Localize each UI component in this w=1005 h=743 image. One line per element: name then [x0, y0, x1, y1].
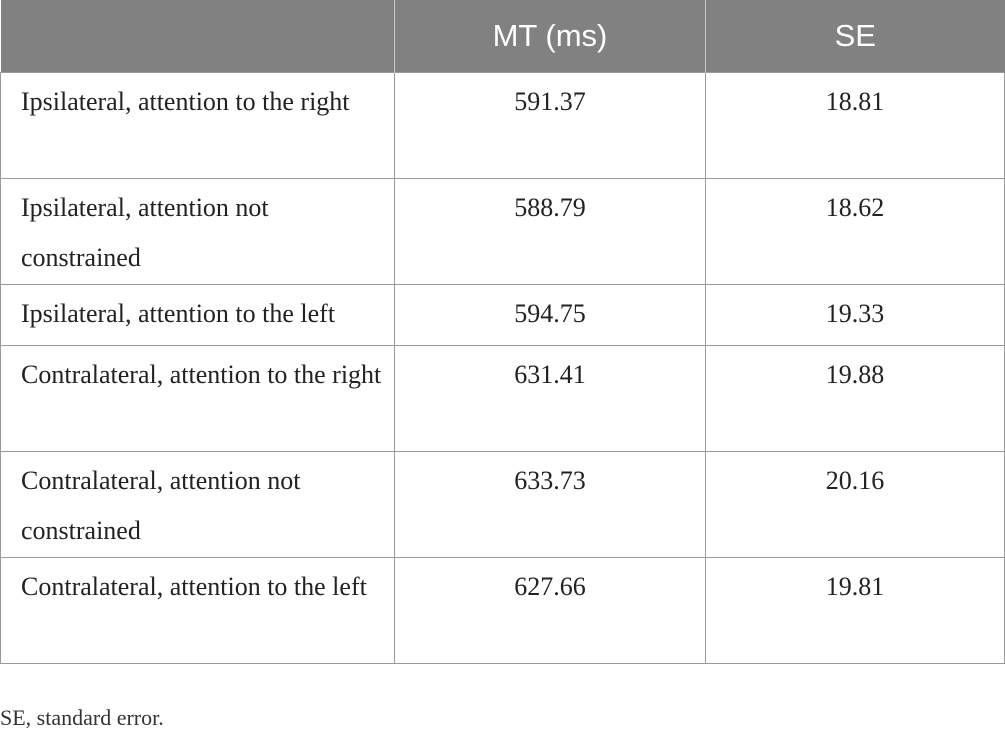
table-row: Ipsilateral, attention to the right 591.… [0, 72, 1005, 179]
condition-cell: Contralateral, attention to the right [0, 345, 395, 452]
se-cell: 18.81 [705, 72, 1005, 179]
mt-cell: 633.73 [394, 451, 706, 558]
condition-cell: Ipsilateral, attention not constrained [0, 178, 395, 285]
table-body: Ipsilateral, attention to the right 591.… [0, 72, 1005, 664]
mt-cell: 631.41 [394, 345, 706, 452]
header-condition [0, 0, 395, 73]
mt-cell: 627.66 [394, 557, 706, 664]
table-row: Contralateral, attention to the left 627… [0, 557, 1005, 664]
mt-cell: 591.37 [394, 72, 706, 179]
results-table-container: MT (ms) SE Ipsilateral, attention to the… [0, 0, 1005, 664]
mt-cell: 588.79 [394, 178, 706, 285]
results-table: MT (ms) SE Ipsilateral, attention to the… [0, 0, 1005, 664]
se-cell: 18.62 [705, 178, 1005, 285]
table-row: Contralateral, attention to the right 63… [0, 345, 1005, 452]
condition-cell: Contralateral, attention to the left [0, 557, 395, 664]
header-row: MT (ms) SE [0, 0, 1005, 73]
table-footnote: SE, standard error. [0, 705, 164, 730]
se-cell: 20.16 [705, 451, 1005, 558]
table-row: Ipsilateral, attention not constrained 5… [0, 178, 1005, 285]
condition-cell: Ipsilateral, attention to the left [0, 284, 395, 346]
condition-cell: Ipsilateral, attention to the right [0, 72, 395, 179]
table-header: MT (ms) SE [0, 0, 1005, 73]
header-se: SE [705, 0, 1005, 73]
table-row: Contralateral, attention not constrained… [0, 451, 1005, 558]
se-cell: 19.33 [705, 284, 1005, 346]
se-cell: 19.88 [705, 345, 1005, 452]
condition-cell: Contralateral, attention not constrained [0, 451, 395, 558]
table-row: Ipsilateral, attention to the left 594.7… [0, 284, 1005, 346]
header-mt: MT (ms) [394, 0, 706, 73]
mt-cell: 594.75 [394, 284, 706, 346]
se-cell: 19.81 [705, 557, 1005, 664]
